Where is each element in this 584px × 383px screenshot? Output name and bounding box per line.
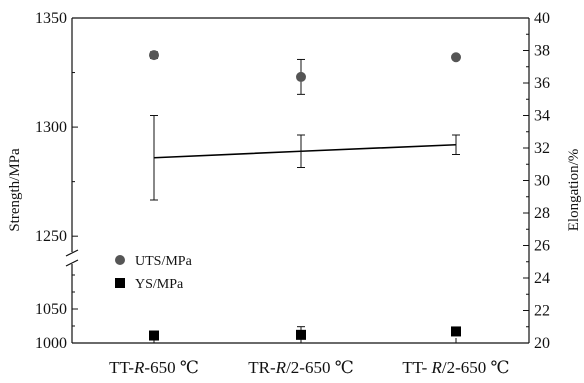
y-right-tick-label: 30 xyxy=(534,173,550,190)
y-right-tick-label: 40 xyxy=(534,10,550,27)
series-ysmpa xyxy=(149,326,461,344)
ys-point xyxy=(296,329,306,340)
y-right-tick-label: 20 xyxy=(534,335,550,352)
right-axis: 20 22 24 26 28 30 32 34 36 38 40 xyxy=(523,10,550,352)
plot-area xyxy=(65,17,530,344)
legend-uts-marker xyxy=(115,255,125,265)
x-category-label: TR-R/2-650 ℃ xyxy=(248,358,353,377)
y-left-tick-label: 1050 xyxy=(35,301,67,318)
y-left-tick-label: 1350 xyxy=(35,10,67,27)
legend: UTS/MPa YS/MPa xyxy=(115,254,193,292)
uts-point xyxy=(296,71,306,82)
uts-point xyxy=(149,50,159,61)
uts-point xyxy=(451,52,461,63)
series-elongation xyxy=(150,115,460,201)
legend-label: UTS/MPa xyxy=(135,254,193,269)
y-axis-right-title: Elongation/% xyxy=(566,149,582,232)
ys-point xyxy=(149,330,159,341)
y-left-tick-label: 1250 xyxy=(35,228,67,245)
legend-label: YS/MPa xyxy=(135,277,184,292)
y-right-tick-label: 24 xyxy=(534,270,550,287)
elongation-line xyxy=(153,143,457,159)
y-left-tick-label: 1300 xyxy=(35,119,67,136)
y-axis-left-title: Strength/MPa xyxy=(7,148,23,232)
x-category-label: TT-R-650 ℃ xyxy=(109,358,199,377)
ys-point xyxy=(451,326,461,337)
axis-break-mark xyxy=(65,259,79,267)
data-marks xyxy=(149,50,461,344)
y-right-tick-label: 32 xyxy=(534,140,550,157)
y-left-tick-label: 1000 xyxy=(35,335,67,352)
y-right-tick-label: 36 xyxy=(534,75,550,92)
y-right-tick-label: 22 xyxy=(534,303,550,320)
y-right-tick-label: 26 xyxy=(534,238,550,255)
y-right-tick-label: 38 xyxy=(534,43,550,60)
y-right-tick-label: 34 xyxy=(534,108,550,125)
x-category-label: TT- R/2-650 ℃ xyxy=(402,358,509,377)
left-axis: 1000 1050 1250 1300 1350 TT-R-650 ℃ TR-R/2-650… xyxy=(35,10,510,377)
axis-break-mark xyxy=(65,249,79,257)
legend-ys-marker xyxy=(115,278,125,288)
series-utsmpa xyxy=(149,50,461,95)
y-right-tick-label: 28 xyxy=(534,205,550,222)
